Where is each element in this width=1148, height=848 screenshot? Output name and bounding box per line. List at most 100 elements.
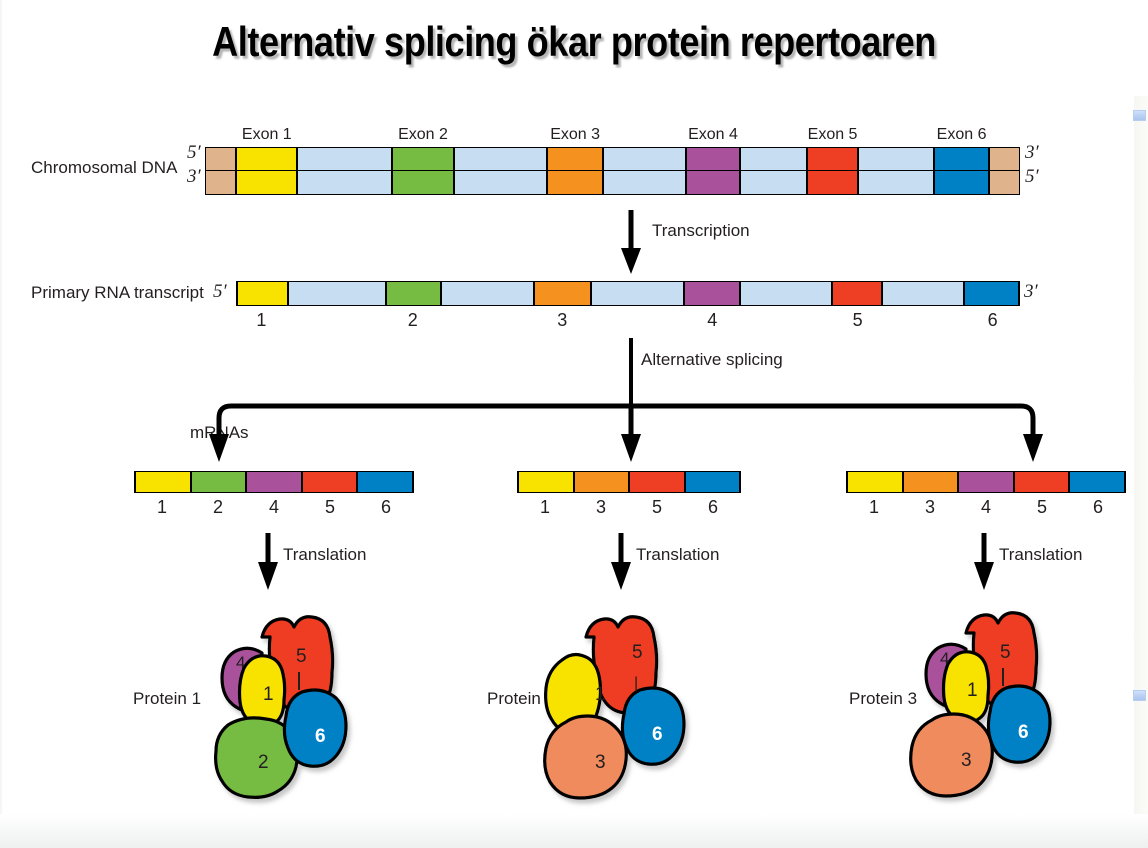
protein-1-label: Protein 1 bbox=[133, 689, 202, 708]
svg-text:6: 6 bbox=[1018, 722, 1029, 743]
dna-right-5prime: 5′ bbox=[1025, 166, 1039, 187]
svg-text:3: 3 bbox=[595, 752, 606, 773]
dna-segment-intron-top bbox=[453, 148, 548, 170]
dna-exon-label-11: Exon 6 bbox=[936, 126, 987, 143]
mrna-2-exon-number-5: 5 bbox=[651, 497, 662, 517]
mrna-2-exon-6 bbox=[684, 472, 740, 492]
protein-1-subunit-4 bbox=[220, 646, 264, 714]
dna-segment-intron-bottom bbox=[602, 171, 686, 194]
scroll-down-button[interactable] bbox=[1133, 690, 1146, 701]
rna-segment-intron bbox=[440, 282, 534, 305]
mrna-1-exon-number-6: 6 bbox=[380, 497, 391, 517]
dna-segment-exon-exon5-bottom bbox=[806, 171, 859, 194]
mrna-3-exon-number-1: 1 bbox=[868, 497, 879, 517]
translation-arrow-2 bbox=[611, 533, 631, 590]
primary-rna-bar bbox=[236, 281, 1020, 306]
rna-segment-exon-4 bbox=[684, 282, 741, 305]
bottom-band bbox=[0, 814, 1148, 848]
mrna-1-exon-number-2: 2 bbox=[212, 497, 223, 517]
svg-text:|: | bbox=[634, 675, 638, 692]
protein-3-subunit-6 bbox=[986, 684, 1052, 764]
mrna-2-exon-number-3: 3 bbox=[595, 497, 606, 517]
mrna-3-exon-number-5: 5 bbox=[1036, 497, 1047, 517]
svg-text:5: 5 bbox=[1000, 642, 1011, 663]
protein-1-numbers: 4 5 1 2 6 bbox=[236, 646, 326, 773]
rna-segment-intron bbox=[591, 282, 685, 305]
mrna-2-exon-3 bbox=[573, 472, 629, 492]
mrna-1-exon-1 bbox=[135, 472, 191, 492]
right-scroll-strip[interactable] bbox=[1133, 96, 1148, 816]
dna-segment-exon-exon1-bottom bbox=[236, 171, 298, 194]
protein-3-subunit-3 bbox=[909, 712, 994, 798]
translation-label-1: Translation bbox=[283, 545, 367, 564]
alternative-splicing-label: Alternative splicing bbox=[641, 350, 783, 369]
translation-arrow-3 bbox=[974, 533, 994, 590]
mrnas-label: mRNAs bbox=[190, 423, 249, 442]
mrna-3-exon-1 bbox=[847, 472, 903, 492]
chromosomal-dna-label: Chromosomal DNA bbox=[31, 158, 178, 177]
dna-segment-utr-bottom bbox=[988, 171, 1020, 194]
svg-text:6: 6 bbox=[315, 726, 326, 747]
primary-rna-label: Primary RNA transcript bbox=[31, 283, 204, 302]
mrna-1-exon-number-5: 5 bbox=[324, 497, 335, 517]
protein-3-subunit-4 bbox=[924, 642, 968, 710]
protein-2-subunit-5 bbox=[584, 615, 659, 715]
svg-text:5: 5 bbox=[296, 646, 307, 667]
scroll-up-button[interactable] bbox=[1133, 110, 1146, 121]
mrna-2-exon-5 bbox=[629, 472, 685, 492]
dna-segment-exon-exon4-top bbox=[685, 148, 741, 170]
dna-exon-label-5: Exon 3 bbox=[550, 126, 601, 143]
splice-bracket bbox=[209, 403, 1043, 462]
transcription-arrow bbox=[621, 210, 641, 274]
dna-strand-top bbox=[205, 147, 1020, 171]
mrna-1-bar bbox=[134, 471, 414, 493]
protein-1-subunit-1 bbox=[237, 654, 287, 729]
dna-segment-utr-top bbox=[988, 148, 1020, 170]
mrna-1-exon-4 bbox=[246, 472, 302, 492]
dna-strand-bottom bbox=[205, 171, 1020, 195]
page-title: Alternativ splicing ökar protein reperto… bbox=[212, 18, 936, 65]
rna-segment-exon-6 bbox=[964, 282, 1019, 305]
rna-right-3prime: 3′ bbox=[1024, 281, 1038, 302]
dna-segment-exon-exon6-top bbox=[934, 148, 989, 170]
dna-segment-exon-exon5-top bbox=[806, 148, 859, 170]
dna-segment-exon-exon3-top bbox=[547, 148, 603, 170]
dna-segment-intron-top bbox=[602, 148, 686, 170]
rna-segment-exon-2 bbox=[386, 282, 441, 305]
rna-segment-intron bbox=[287, 282, 386, 305]
protein-3-label: Protein 3 bbox=[849, 689, 918, 708]
protein-3-subunit-5 bbox=[964, 611, 1039, 711]
dna-exon-label-7: Exon 4 bbox=[688, 126, 738, 143]
protein-2-subunit-6 bbox=[620, 686, 686, 766]
translation-label-3: Translation bbox=[999, 545, 1083, 564]
protein-2-structure bbox=[543, 615, 686, 800]
mrna-2-exon-1 bbox=[518, 472, 574, 492]
dna-segment-intron-top bbox=[858, 148, 935, 170]
mrna-3-exon-6 bbox=[1069, 472, 1125, 492]
mrna-3-exon-number-3: 3 bbox=[924, 497, 935, 517]
mrna-1-exon-number-4: 4 bbox=[268, 497, 279, 517]
rna-exon-number-1: 1 bbox=[256, 310, 267, 330]
rna-segment-exon-3 bbox=[533, 282, 592, 305]
rna-exon-number-6: 6 bbox=[987, 310, 998, 330]
rna-segment-intron bbox=[882, 282, 965, 305]
chromosomal-dna-bar bbox=[205, 147, 1020, 195]
translation-arrow-1 bbox=[258, 533, 278, 590]
dna-exon-label-3: Exon 2 bbox=[398, 126, 448, 143]
svg-text:1: 1 bbox=[595, 684, 606, 705]
mrna-3-exon-number-6: 6 bbox=[1092, 497, 1103, 517]
protein-1-subunit-5 bbox=[260, 615, 335, 715]
transcription-label: Transcription bbox=[652, 221, 750, 240]
rna-exon-number-4: 4 bbox=[707, 310, 718, 330]
dna-segment-exon-exon2-top bbox=[392, 148, 454, 170]
left-edge-shade bbox=[0, 0, 3, 848]
rna-exon-number-5: 5 bbox=[852, 310, 863, 330]
dna-segment-intron-bottom bbox=[453, 171, 548, 194]
mrna-2-exon-number-1: 1 bbox=[539, 497, 550, 517]
svg-text:4: 4 bbox=[940, 649, 949, 668]
mrna-1-exon-number-1: 1 bbox=[156, 497, 167, 517]
dna-segment-exon-exon3-bottom bbox=[547, 171, 603, 194]
dna-segment-exon-exon1-top bbox=[236, 148, 298, 170]
dna-segment-exon-exon2-bottom bbox=[392, 171, 454, 194]
